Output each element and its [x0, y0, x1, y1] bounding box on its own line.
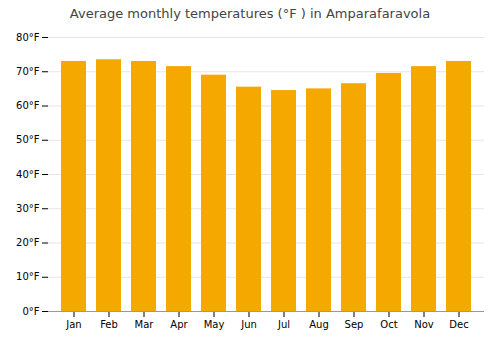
svg-text:Jun: Jun — [240, 319, 257, 330]
svg-text:0°F: 0°F — [22, 306, 39, 317]
svg-text:Sep: Sep — [345, 319, 364, 330]
svg-text:70°F: 70°F — [16, 66, 40, 77]
svg-text:60°F: 60°F — [16, 100, 40, 111]
svg-text:20°F: 20°F — [16, 237, 40, 248]
svg-text:10°F: 10°F — [16, 271, 40, 282]
svg-text:40°F: 40°F — [16, 169, 40, 180]
svg-text:30°F: 30°F — [16, 203, 40, 214]
svg-text:Jul: Jul — [277, 319, 290, 330]
svg-text:Mar: Mar — [135, 319, 155, 330]
svg-text:Aug: Aug — [309, 319, 329, 330]
svg-text:80°F: 80°F — [16, 32, 40, 43]
svg-text:May: May — [204, 319, 225, 330]
svg-text:Jan: Jan — [65, 319, 81, 330]
svg-text:Dec: Dec — [449, 319, 468, 330]
html-text:Average monthly temperatures (: Average monthly temperatures (°F ) in Am… — [69, 6, 431, 21]
svg-text:Oct: Oct — [380, 319, 397, 330]
svg-text:50°F: 50°F — [16, 134, 40, 145]
svg-text:Feb: Feb — [100, 319, 118, 330]
svg-text:Apr: Apr — [170, 319, 188, 330]
svg-text:Nov: Nov — [414, 319, 434, 330]
